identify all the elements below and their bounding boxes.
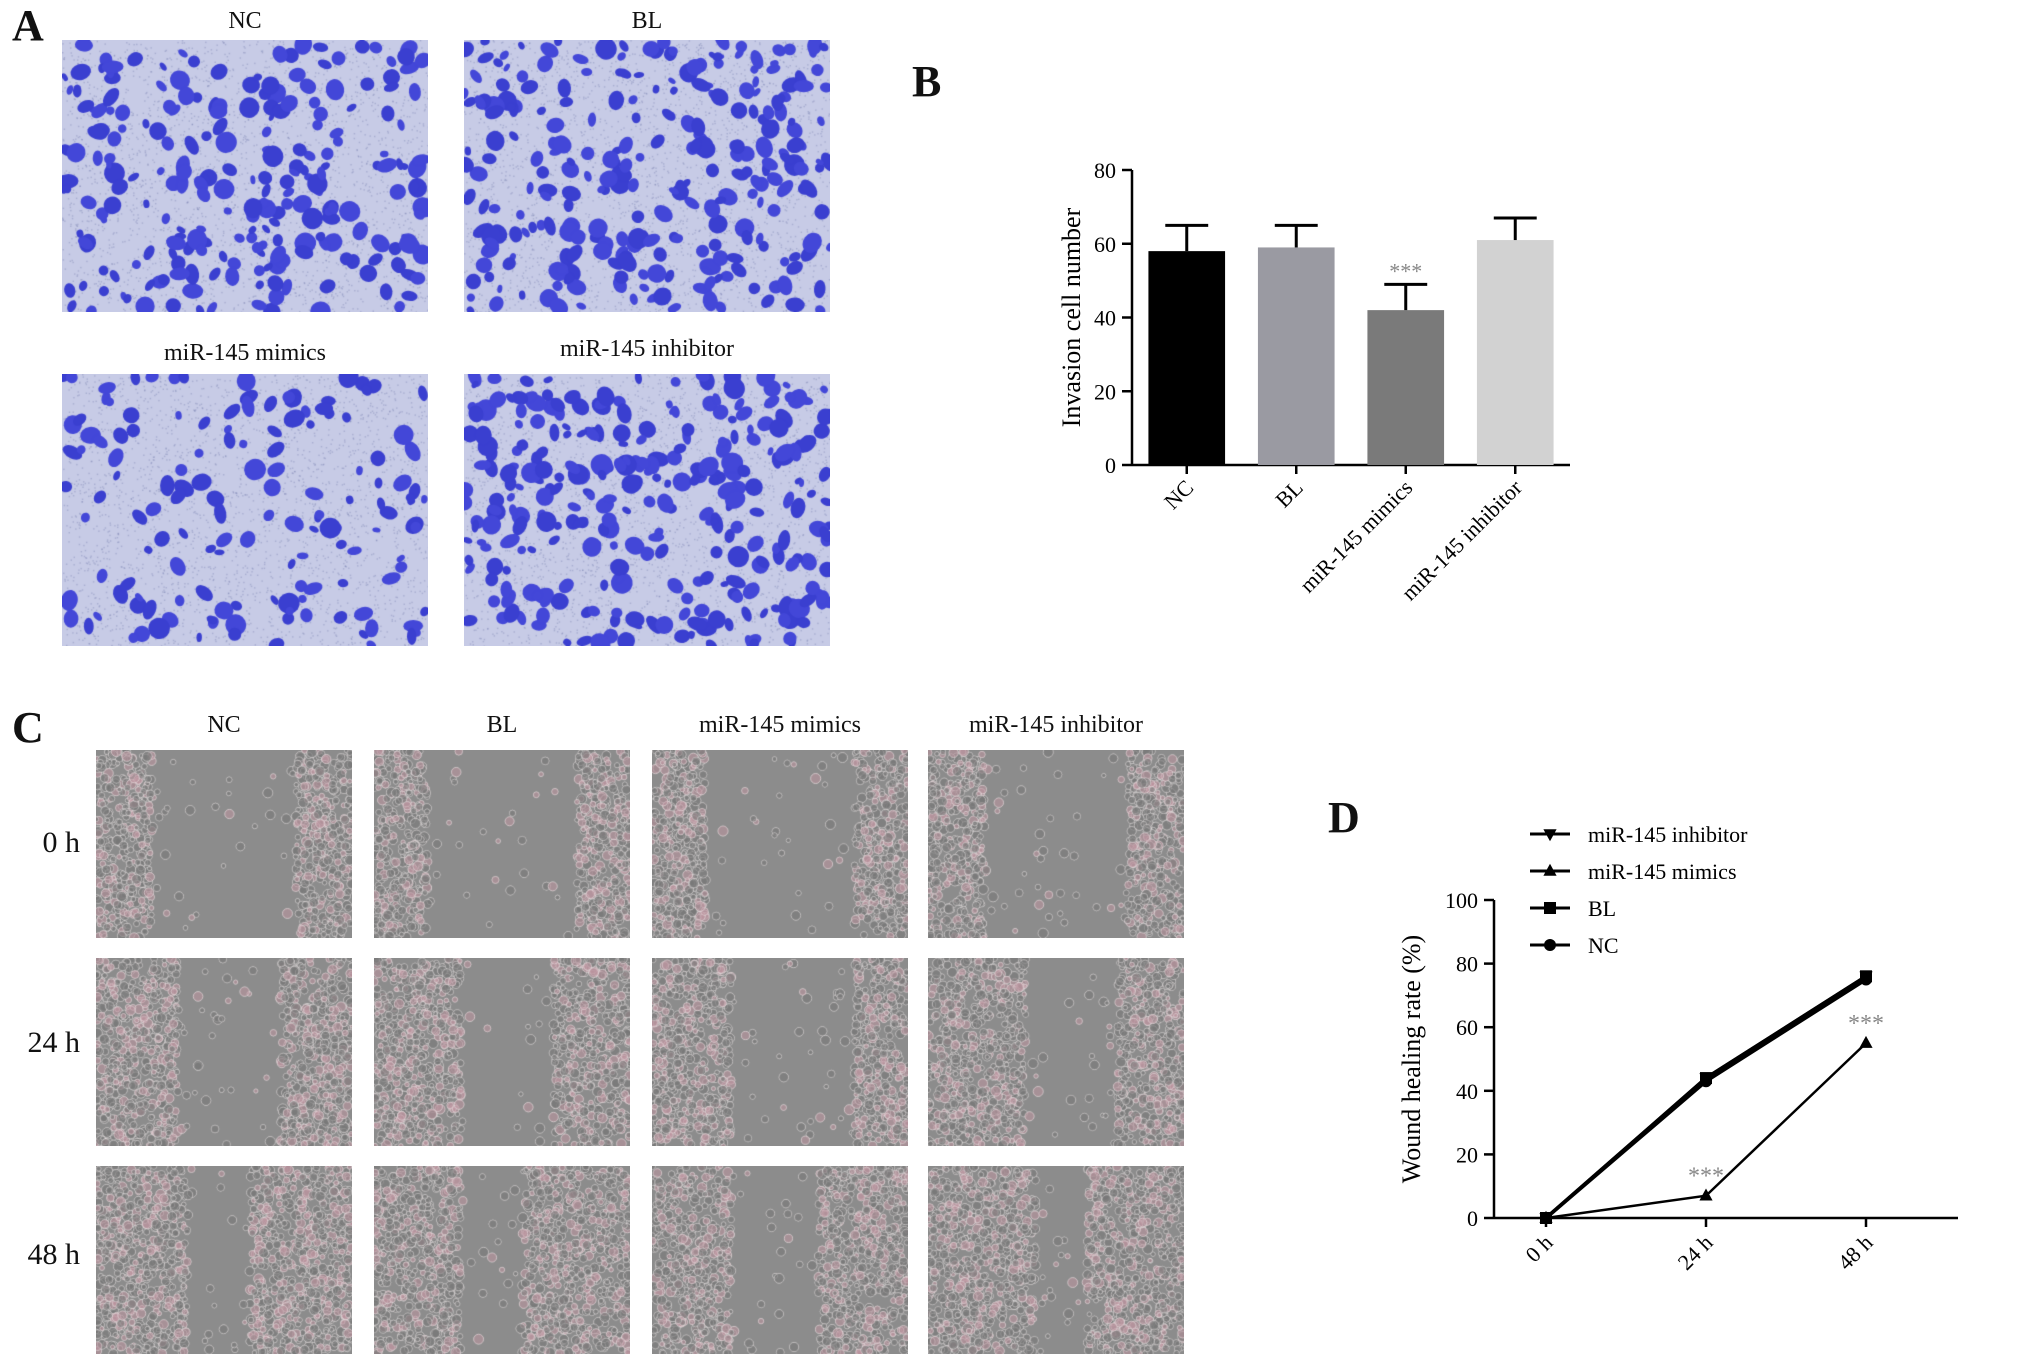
panel-c-col-title-mimics: miR-145 mimics	[699, 712, 861, 738]
y-tick-label-60: 60	[1456, 1015, 1478, 1040]
wound-micrograph-bl-48h	[374, 1166, 630, 1354]
wound-micrograph-inhibitor-0h	[928, 750, 1184, 938]
panel-c-row-label-48h: 48 h	[27, 1238, 81, 1271]
legend-label-nc: NC	[1588, 933, 1619, 958]
panel-a-title-nc: NC	[228, 8, 262, 34]
y-axis-label: Wound healing rate (%)	[1397, 935, 1426, 1183]
data-point-mir-145-mimics-24-h	[1699, 1188, 1713, 1201]
bar-bl	[1257, 247, 1335, 465]
legend-marker-mir-145-mimics	[1543, 863, 1557, 876]
y-tick-label-60: 60	[1094, 232, 1116, 257]
wound-micrograph-nc-48h	[96, 1166, 352, 1354]
legend-marker-bl	[1544, 902, 1556, 914]
invasion-micrograph-inhibitor	[464, 374, 830, 646]
x-tick-label-48-h: 48 h	[1833, 1230, 1878, 1275]
legend-label-mir-145-inhibitor: miR-145 inhibitor	[1588, 822, 1748, 847]
invasion-micrograph-nc	[62, 40, 428, 312]
wound-micrograph-mimics-48h	[652, 1166, 908, 1354]
y-tick-label-0: 0	[1467, 1206, 1478, 1231]
panel-c-row-label-0h: 0 h	[42, 826, 81, 859]
bar-nc	[1148, 251, 1226, 465]
x-tick-label-bl: BL	[1270, 475, 1308, 513]
y-tick-label-0: 0	[1105, 453, 1116, 478]
wound-micrograph-nc-0h	[96, 750, 352, 938]
data-point-nc-0-h	[1540, 1212, 1552, 1224]
wound-micrograph-inhibitor-48h	[928, 1166, 1184, 1354]
legend-marker-mir-145-inhibitor	[1543, 829, 1557, 842]
invasion-bar-chart: 0 20 40 60 80 Invasion cell number NC BL *** miR-…	[1057, 158, 1570, 605]
panel-a-title-bl: BL	[631, 8, 663, 34]
wound-micrograph-inhibitor-24h	[928, 958, 1184, 1146]
bar-mir-145-inhibitor	[1476, 240, 1554, 465]
significance-label-24-h: ***	[1688, 1164, 1724, 1190]
y-tick-label-20: 20	[1456, 1142, 1478, 1167]
y-tick-label-100: 100	[1445, 888, 1478, 913]
data-point-nc-48-h	[1860, 973, 1872, 986]
panel-a-title-inhibitor: miR-145 inhibitor	[560, 336, 734, 362]
panel-b-label: B	[912, 57, 942, 106]
data-point-mir-145-mimics-48-h	[1859, 1035, 1873, 1048]
x-tick-label-mir-145-inhibitor: miR-145 inhibitor	[1396, 474, 1527, 605]
x-tick-label-nc: NC	[1159, 475, 1198, 514]
y-tick-label-40: 40	[1094, 306, 1116, 331]
wound-micrograph-bl-0h	[374, 750, 630, 938]
invasion-micrograph-mimics	[62, 374, 428, 646]
panel-a-title-mimics: miR-145 mimics	[164, 340, 326, 366]
wound-healing-line-chart: 0 20 40 60 80 100 Wound healing rate (%) 0 h 24 …	[1397, 822, 1958, 1275]
x-tick-label-0-h: 0 h	[1520, 1230, 1557, 1267]
data-point-nc-24-h	[1700, 1075, 1712, 1088]
wound-micrograph-mimics-0h	[652, 750, 908, 938]
bar-mir-145-mimics	[1367, 310, 1445, 465]
y-tick-label-80: 80	[1094, 158, 1116, 183]
legend-label-bl: BL	[1588, 896, 1616, 921]
wound-micrograph-nc-24h	[96, 958, 352, 1146]
y-tick-label-40: 40	[1456, 1079, 1478, 1104]
panel-c-row-label-24h: 24 h	[27, 1026, 81, 1059]
panel-d-label: D	[1328, 793, 1360, 842]
panel-c-col-title-inhibitor: miR-145 inhibitor	[969, 712, 1143, 738]
panel-c-col-title-nc: NC	[207, 712, 241, 738]
y-tick-label-20: 20	[1094, 379, 1116, 404]
y-axis-label: Invasion cell number	[1057, 207, 1086, 427]
x-tick-label-24-h: 24 h	[1673, 1230, 1718, 1275]
wound-micrograph-mimics-24h	[652, 958, 908, 1146]
legend-label-mir-145-mimics: miR-145 mimics	[1588, 859, 1737, 884]
x-tick-label-mir-145-mimics: miR-145 mimics	[1295, 475, 1418, 598]
y-tick-label-80: 80	[1456, 952, 1478, 977]
wound-micrograph-bl-24h	[374, 958, 630, 1146]
panel-c-col-title-bl: BL	[486, 712, 518, 738]
significance-label-mir-145-mimics: ***	[1389, 258, 1422, 283]
panel-c-label: C	[12, 703, 44, 752]
legend-marker-nc	[1544, 939, 1556, 951]
invasion-micrograph-bl	[464, 40, 830, 312]
panel-a-label: A	[12, 1, 44, 50]
significance-label-48-h: ***	[1848, 1011, 1884, 1037]
